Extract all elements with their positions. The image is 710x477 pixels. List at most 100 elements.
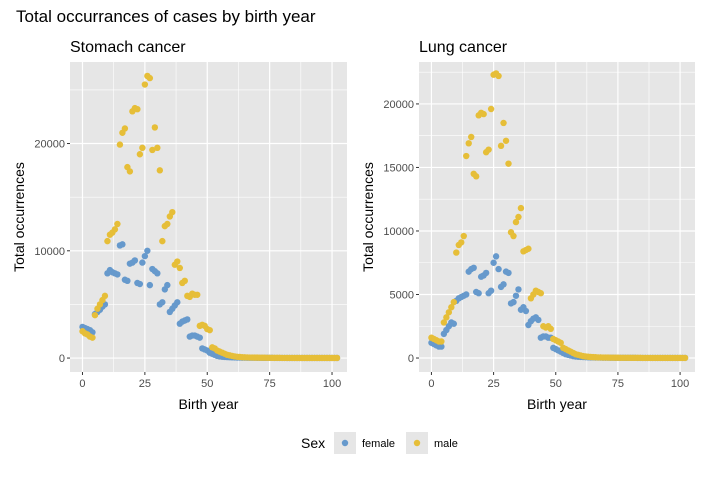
data-point-male — [156, 167, 164, 174]
data-point-male — [512, 218, 520, 226]
data-point-male — [460, 232, 467, 240]
data-point-female — [144, 247, 151, 254]
legend-female-marker — [341, 439, 349, 447]
data-point-male — [450, 298, 458, 306]
data-point-male — [116, 141, 124, 148]
data-point-female — [154, 270, 161, 277]
data-point-male — [149, 146, 156, 154]
data-point-female — [184, 316, 191, 323]
data-point-female — [482, 269, 490, 277]
legend-male-marker — [413, 439, 421, 447]
data-point-male — [463, 152, 470, 160]
data-point-female — [535, 316, 542, 324]
x-tick-label: 50 — [201, 378, 213, 390]
figure-title: Total occurrances of cases by birth year — [16, 7, 316, 26]
data-point-male — [114, 220, 121, 228]
x-tick-label: 75 — [612, 378, 624, 390]
y-tick-label: 10000 — [383, 226, 414, 238]
data-point-female — [492, 253, 500, 260]
data-point-male — [101, 292, 109, 300]
stomach-cancer-panel: 0 25 50 75 100 0 10000 20000 Stomach cancer Birth… — [11, 39, 347, 412]
data-point-female — [164, 281, 171, 289]
y-tick-label: 20000 — [383, 99, 414, 111]
data-point-female — [512, 292, 520, 299]
panel-title: Lung cancer — [419, 39, 508, 56]
data-point-male — [440, 319, 448, 326]
panel-title: Stomach cancer — [70, 39, 186, 56]
data-point-female — [463, 291, 470, 298]
x-tick-label: 25 — [487, 378, 499, 390]
x-tick-label: 100 — [671, 378, 689, 390]
data-point-male — [502, 137, 510, 144]
data-point-male — [487, 105, 495, 113]
x-tick-label: 0 — [428, 378, 434, 390]
data-point-female — [146, 281, 154, 289]
data-point-male — [547, 325, 554, 333]
data-point-female — [141, 252, 149, 260]
data-point-male — [485, 146, 492, 153]
data-point-male — [443, 314, 450, 321]
data-point-male — [91, 311, 99, 319]
data-point-male — [480, 110, 487, 118]
data-point-female — [114, 271, 121, 278]
data-point-male — [89, 334, 96, 341]
y-tick-label: 5000 — [390, 290, 414, 302]
data-point-male — [448, 304, 455, 311]
x-tick-label: 75 — [264, 378, 276, 390]
data-point-female — [124, 277, 131, 285]
legend: Sex female male — [301, 432, 458, 454]
data-point-male — [176, 264, 184, 272]
data-point-female — [490, 259, 497, 266]
data-point-female — [450, 320, 458, 327]
data-point-female — [500, 281, 507, 288]
data-point-male — [139, 144, 146, 152]
data-point-male — [495, 72, 502, 80]
data-point-male — [333, 354, 341, 362]
data-point-female — [438, 343, 445, 350]
data-point-male — [515, 213, 522, 221]
data-point-male — [438, 338, 445, 345]
data-point-male — [104, 237, 111, 245]
data-point-male — [510, 232, 517, 240]
data-point-male — [445, 309, 453, 316]
y-axis-title: Total occurrences — [11, 162, 27, 272]
data-point-female — [159, 299, 166, 306]
y-tick-label: 0 — [59, 353, 65, 365]
data-point-male — [146, 74, 154, 82]
data-point-female — [515, 286, 522, 293]
lung-cancer-panel: 0 25 50 75 100 0 5000 10000 15000 20000 Lung cance… — [360, 39, 695, 412]
data-point-male — [681, 354, 689, 362]
data-point-male — [500, 119, 507, 127]
data-point-male — [453, 249, 460, 256]
data-point-male — [169, 208, 176, 216]
data-point-male — [505, 160, 512, 167]
data-point-male — [468, 133, 475, 141]
data-point-female — [139, 259, 146, 266]
plot-background — [419, 62, 695, 372]
legend-label-female: female — [362, 438, 395, 450]
data-point-male — [497, 142, 505, 150]
data-point-male — [134, 105, 141, 113]
data-point-female — [131, 257, 139, 264]
data-point-male — [111, 226, 119, 233]
data-point-male — [465, 140, 472, 147]
x-tick-label: 50 — [550, 378, 562, 390]
data-point-female — [487, 287, 495, 294]
data-point-female — [495, 265, 502, 273]
data-point-female — [174, 299, 181, 306]
data-point-male — [458, 239, 465, 246]
y-axis-title: Total occurrences — [360, 162, 376, 272]
x-tick-label: 25 — [139, 378, 151, 390]
data-point-female — [475, 290, 482, 297]
data-point-female — [510, 298, 517, 306]
data-point-male — [136, 151, 144, 158]
data-point-male — [472, 173, 480, 180]
data-point-male — [174, 258, 181, 265]
data-point-male — [151, 124, 159, 131]
plot-background — [70, 62, 347, 372]
data-point-male — [126, 168, 134, 175]
legend-title: Sex — [301, 435, 325, 451]
x-tick-label: 0 — [79, 378, 85, 390]
x-axis-title: Birth year — [179, 396, 239, 412]
